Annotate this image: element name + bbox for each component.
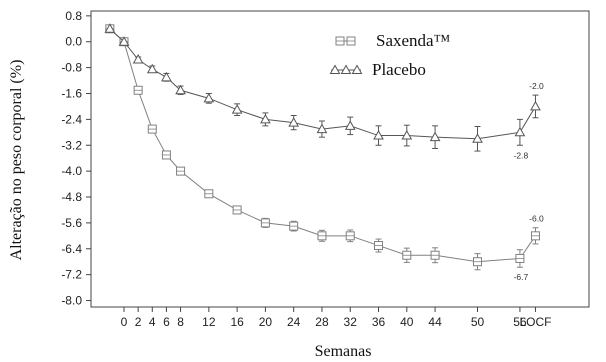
- x-tick-label: 28: [315, 315, 329, 329]
- data-point-placebo-24: [288, 117, 300, 127]
- y-tick-label: -3.2: [61, 138, 82, 152]
- series-layer: [104, 23, 541, 271]
- x-tick-label: 44: [428, 315, 442, 329]
- data-point-saxenda-24: [289, 221, 299, 231]
- legend-marker: [351, 64, 363, 74]
- legend-marker: [346, 36, 356, 46]
- x-tick-label: 40: [400, 315, 414, 329]
- data-point-placebo-20: [260, 113, 271, 124]
- series-line-placebo: [109, 28, 536, 140]
- data-label: -6.0: [529, 214, 544, 224]
- x-tick-label: 16: [230, 315, 244, 329]
- x-tick-label: 8: [177, 315, 184, 329]
- legend-label-saxenda: Saxenda™: [376, 31, 450, 50]
- data-point-saxenda-4: [147, 124, 157, 134]
- y-tick-label: 0.8: [65, 9, 82, 23]
- x-tick-label: 36: [372, 315, 386, 329]
- x-tick-label: 20: [259, 315, 273, 329]
- data-point-placebo-6: [161, 71, 172, 82]
- data-point-saxenda-50: [473, 257, 482, 267]
- data-point-saxenda-56: [515, 253, 525, 263]
- data-point-placebo-8: [175, 84, 186, 95]
- y-tick-label: 0.0: [65, 35, 82, 49]
- data-point-placebo-56: [514, 126, 526, 137]
- legend-marker: [335, 36, 345, 46]
- data-point-placebo-16: [231, 104, 243, 114]
- data-point-saxenda-44: [430, 250, 440, 260]
- x-tick-label: 0: [121, 315, 128, 329]
- legend-marker: [329, 64, 341, 74]
- legend-swatch-saxenda: [335, 36, 356, 46]
- legend-swatch-placebo: [329, 64, 363, 74]
- x-tick-label: 12: [202, 315, 216, 329]
- x-tick-label: 32: [344, 315, 358, 329]
- y-tick-label: -6.4: [61, 242, 82, 256]
- x-tick-label: 56: [513, 315, 527, 329]
- plot-frame: [90, 10, 590, 308]
- y-tick-label: -4.8: [61, 190, 82, 204]
- y-tick-label: -1.6: [61, 86, 82, 100]
- data-point-saxenda-40: [402, 250, 412, 260]
- y-tick-label: -7.2: [61, 268, 82, 282]
- y-tick-label: -0.8: [61, 61, 82, 75]
- y-tick-label: -2.4: [61, 112, 82, 126]
- x-tick-marks: [123, 307, 536, 312]
- data-point-placebo-4: [146, 63, 158, 74]
- series-placebo: [104, 23, 541, 152]
- legend: Saxenda™ Placebo: [329, 31, 450, 79]
- data-point-placebo-28: [316, 123, 328, 134]
- data-label: -2.0: [529, 81, 544, 91]
- data-point-saxenda-32: [345, 231, 355, 241]
- data-point-saxenda-12: [204, 189, 214, 199]
- y-tick-labels: 0.8 0.0 -0.8 -1.6 -2.4 -3.2 -4.0 -4.8 -5.6 -6.4 -7…: [61, 9, 82, 308]
- data-point-placebo-12: [203, 92, 215, 103]
- data-point-placebo-0: [118, 36, 130, 46]
- data-point-saxenda-36: [374, 241, 384, 251]
- data-label: -2.8: [514, 150, 529, 160]
- data-point-placebo-50: [472, 133, 483, 143]
- data-point-placebo-32: [344, 120, 356, 130]
- y-tick-label: -5.6: [61, 216, 82, 230]
- x-axis-title: Semanas: [315, 343, 372, 360]
- x-tick-label: 6: [163, 315, 170, 329]
- data-point-saxenda-16: [232, 205, 242, 215]
- data-label-layer: -2.0 -2.8 -6.0 -6.7: [514, 81, 544, 282]
- data-point-saxenda-2: [133, 85, 143, 95]
- x-tick-label: 2: [135, 315, 142, 329]
- x-tick-label: 24: [287, 315, 301, 329]
- data-point-placebo--2: [104, 23, 116, 33]
- data-point-placebo-2: [132, 54, 144, 64]
- data-point-saxenda-28: [317, 231, 327, 241]
- y-tick-label: -8.0: [61, 294, 82, 308]
- x-tick-label: 50: [471, 315, 485, 329]
- x-tick-label: 4: [149, 315, 156, 329]
- data-point-placebo-44: [429, 131, 441, 142]
- data-point-placebo-36: [373, 130, 384, 140]
- data-point-saxenda-20: [260, 218, 270, 228]
- data-point-placebo-40: [401, 130, 413, 140]
- data-point-saxenda-locf: [530, 231, 540, 241]
- legend-label-placebo: Placebo: [372, 60, 426, 79]
- data-point-saxenda-6: [161, 150, 171, 160]
- y-axis-title: Alteração no peso corporal (%): [8, 60, 25, 261]
- data-label: -6.7: [514, 272, 529, 282]
- y-tick-marks: [86, 15, 91, 302]
- legend-marker: [340, 64, 352, 74]
- data-point-placebo-locf: [530, 100, 541, 111]
- y-tick-label: -4.0: [61, 164, 82, 178]
- data-point-saxenda-8: [176, 166, 186, 176]
- x-tick-label: LOCF: [519, 315, 551, 329]
- series-line-saxenda: [109, 28, 536, 263]
